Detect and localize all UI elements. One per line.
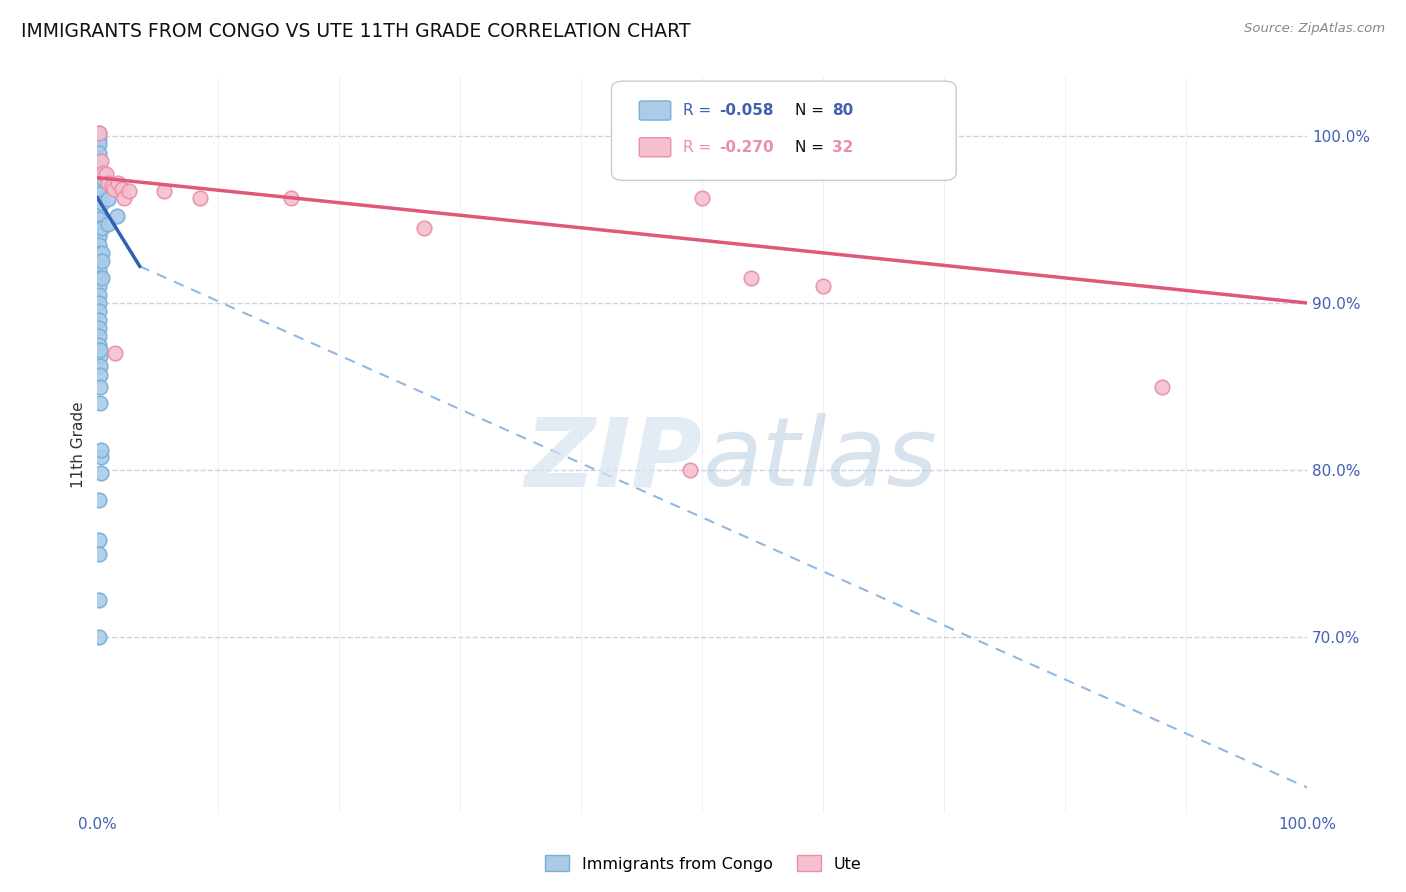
Point	[89, 343, 111, 357]
Point	[90, 442, 112, 457]
Point	[1150, 379, 1173, 393]
Text: N =: N =	[796, 140, 830, 155]
Point	[110, 182, 132, 196]
Point	[87, 321, 110, 335]
Point	[679, 463, 702, 477]
Text: 32: 32	[831, 140, 853, 155]
Point	[91, 220, 114, 235]
Point	[93, 166, 115, 180]
Text: ZIP: ZIP	[524, 413, 702, 506]
Point	[87, 179, 110, 194]
Point	[87, 162, 110, 177]
Point	[87, 126, 110, 140]
Point	[103, 182, 125, 196]
Point	[690, 191, 713, 205]
Point	[87, 296, 110, 310]
Point	[188, 191, 211, 205]
Point	[91, 195, 114, 210]
Point	[87, 312, 110, 326]
Point	[87, 170, 110, 185]
Point	[811, 279, 834, 293]
Text: R =: R =	[683, 140, 716, 155]
Point	[90, 450, 112, 464]
Text: Source: ZipAtlas.com: Source: ZipAtlas.com	[1244, 22, 1385, 36]
Point	[91, 170, 114, 185]
Point	[97, 193, 120, 207]
Point	[105, 209, 128, 223]
Point	[87, 220, 110, 235]
Point	[87, 195, 110, 210]
Point	[90, 467, 112, 481]
Point	[153, 184, 176, 198]
Point	[87, 262, 110, 277]
Point	[87, 137, 110, 152]
Text: -0.270: -0.270	[718, 140, 773, 155]
Point	[97, 176, 120, 190]
Y-axis label: 11th Grade: 11th Grade	[72, 401, 86, 488]
Point	[112, 191, 135, 205]
Text: -0.058: -0.058	[718, 103, 773, 118]
Point	[89, 368, 111, 382]
Point	[91, 271, 114, 285]
FancyBboxPatch shape	[640, 137, 671, 157]
Text: N =: N =	[796, 103, 830, 118]
Point	[87, 337, 110, 351]
Point	[740, 271, 762, 285]
Point	[87, 287, 110, 301]
FancyBboxPatch shape	[612, 81, 956, 180]
Point	[94, 167, 117, 181]
FancyBboxPatch shape	[640, 101, 671, 120]
Point	[87, 547, 110, 561]
Point	[107, 176, 129, 190]
Point	[87, 493, 110, 508]
Point	[413, 220, 436, 235]
Point	[89, 350, 111, 364]
Text: 80: 80	[831, 103, 853, 118]
Point	[280, 191, 302, 205]
Point	[89, 379, 111, 393]
Legend: Immigrants from Congo, Ute: Immigrants from Congo, Ute	[537, 847, 869, 880]
Point	[87, 279, 110, 293]
Point	[91, 245, 114, 260]
Point	[87, 187, 110, 202]
Point	[87, 630, 110, 644]
Point	[87, 245, 110, 260]
Point	[87, 271, 110, 285]
Text: atlas: atlas	[702, 413, 938, 506]
Point	[87, 329, 110, 343]
Point	[87, 593, 110, 607]
Point	[89, 396, 111, 410]
Point	[118, 184, 141, 198]
Point	[91, 254, 114, 268]
Point	[87, 145, 110, 160]
Point	[90, 153, 112, 168]
Point	[87, 254, 110, 268]
Text: R =: R =	[683, 103, 716, 118]
Point	[97, 218, 120, 232]
Point	[87, 132, 110, 146]
Point	[89, 359, 111, 374]
Point	[101, 179, 124, 194]
Text: IMMIGRANTS FROM CONGO VS UTE 11TH GRADE CORRELATION CHART: IMMIGRANTS FROM CONGO VS UTE 11TH GRADE …	[21, 22, 690, 41]
Point	[87, 212, 110, 227]
Point	[104, 346, 127, 360]
Point	[87, 229, 110, 244]
Point	[87, 237, 110, 252]
Point	[87, 126, 110, 140]
Point	[87, 533, 110, 548]
Point	[87, 204, 110, 219]
Point	[87, 153, 110, 168]
Point	[87, 304, 110, 318]
